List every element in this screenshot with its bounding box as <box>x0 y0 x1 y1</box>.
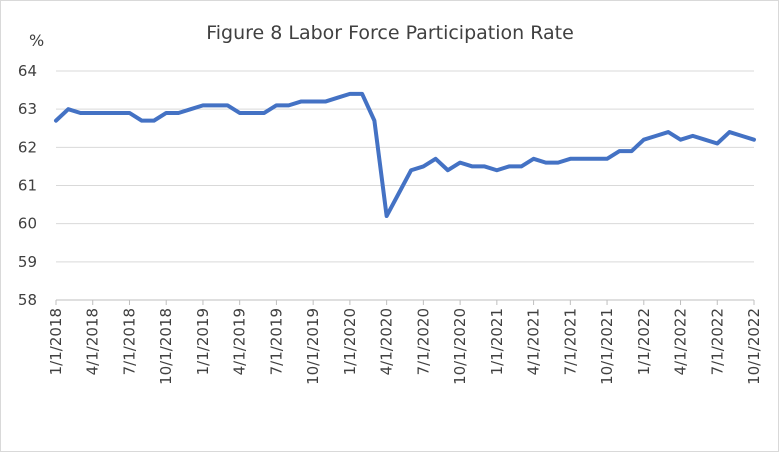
data-point <box>78 111 82 115</box>
x-tick-label: 7/1/2020 <box>414 308 432 375</box>
data-point <box>434 157 438 161</box>
data-point <box>568 157 572 161</box>
x-tick-label: 10/1/2020 <box>451 308 469 385</box>
x-tick-label: 4/1/2021 <box>525 308 543 375</box>
x-tick-label: 7/1/2019 <box>267 308 285 375</box>
data-point <box>201 103 205 107</box>
x-tick-label: 10/1/2018 <box>157 308 175 385</box>
y-tick-label: 62 <box>18 138 37 156</box>
x-tick-label: 10/1/2021 <box>598 308 616 385</box>
data-point <box>593 157 597 161</box>
data-point <box>740 134 744 138</box>
data-point <box>348 92 352 96</box>
x-tick-label: 4/1/2019 <box>231 308 249 375</box>
data-point <box>617 149 621 153</box>
data-point <box>728 130 732 134</box>
y-axis-tick-labels: 58 59 60 61 62 63 64 <box>18 62 37 309</box>
data-point <box>66 107 70 111</box>
x-tick-label: 4/1/2020 <box>378 308 396 375</box>
x-tick-label: 4/1/2022 <box>672 308 690 375</box>
data-point <box>581 157 585 161</box>
data-point <box>127 111 131 115</box>
data-point <box>238 111 242 115</box>
gridlines <box>56 70 754 301</box>
data-point <box>189 107 193 111</box>
data-point <box>140 119 144 123</box>
data-point <box>225 103 229 107</box>
data-point <box>54 119 58 123</box>
data-point <box>703 138 707 142</box>
y-tick-label: 61 <box>18 177 37 195</box>
y-tick-label: 60 <box>18 215 37 233</box>
data-point <box>446 168 450 172</box>
data-point <box>495 168 499 172</box>
x-tick-label: 10/1/2019 <box>304 308 322 385</box>
data-point <box>691 134 695 138</box>
data-point <box>556 161 560 165</box>
data-point <box>654 134 658 138</box>
data-point <box>666 130 670 134</box>
data-point <box>752 138 756 142</box>
data-point <box>323 100 327 104</box>
data-point <box>397 191 401 195</box>
x-tick-label: 1/1/2020 <box>341 308 359 375</box>
data-point <box>262 111 266 115</box>
y-axis-unit-label: % <box>29 31 44 50</box>
data-point <box>642 138 646 142</box>
data-point <box>164 111 168 115</box>
data-point <box>715 142 719 146</box>
x-tick-label: 7/1/2018 <box>120 308 138 375</box>
x-tick-label: 1/1/2019 <box>194 308 212 375</box>
y-tick-label: 63 <box>18 100 37 118</box>
x-tick-label: 10/1/2022 <box>745 308 763 385</box>
y-tick-label: 59 <box>18 253 37 271</box>
data-point <box>103 111 107 115</box>
x-tick-label: 7/1/2021 <box>561 308 579 375</box>
data-point <box>287 103 291 107</box>
data-point <box>409 168 413 172</box>
data-point <box>176 111 180 115</box>
y-tick-label: 58 <box>18 291 37 309</box>
data-point <box>91 111 95 115</box>
data-point <box>544 161 548 165</box>
data-point <box>372 119 376 123</box>
data-point <box>152 119 156 123</box>
data-point <box>470 164 474 168</box>
data-point <box>311 100 315 104</box>
data-point <box>679 138 683 142</box>
data-point <box>483 164 487 168</box>
data-point <box>336 96 340 100</box>
x-tick-label: 1/1/2021 <box>488 308 506 375</box>
chart-title: Figure 8 Labor Force Participation Rate <box>206 22 574 44</box>
series-line <box>54 91 756 219</box>
data-point <box>250 111 254 115</box>
data-point <box>385 214 389 218</box>
data-point <box>507 164 511 168</box>
data-point <box>605 157 609 161</box>
data-point <box>532 157 536 161</box>
data-point <box>519 164 523 168</box>
data-point <box>360 92 364 96</box>
data-point <box>630 149 634 153</box>
data-point <box>458 161 462 165</box>
data-point <box>213 103 217 107</box>
data-point <box>299 100 303 104</box>
y-tick-label: 64 <box>18 62 37 80</box>
x-tick-label: 7/1/2022 <box>708 308 726 375</box>
x-axis-tick-labels: 1/1/2018 4/1/2018 7/1/2018 10/1/2018 1/1/201… <box>47 300 763 385</box>
series-group <box>54 91 756 219</box>
x-tick-label: 4/1/2018 <box>84 308 102 375</box>
x-tick-label: 1/1/2022 <box>635 308 653 375</box>
data-point <box>421 164 425 168</box>
x-tick-label: 1/1/2018 <box>47 308 65 375</box>
data-point <box>274 103 278 107</box>
data-point <box>115 111 119 115</box>
